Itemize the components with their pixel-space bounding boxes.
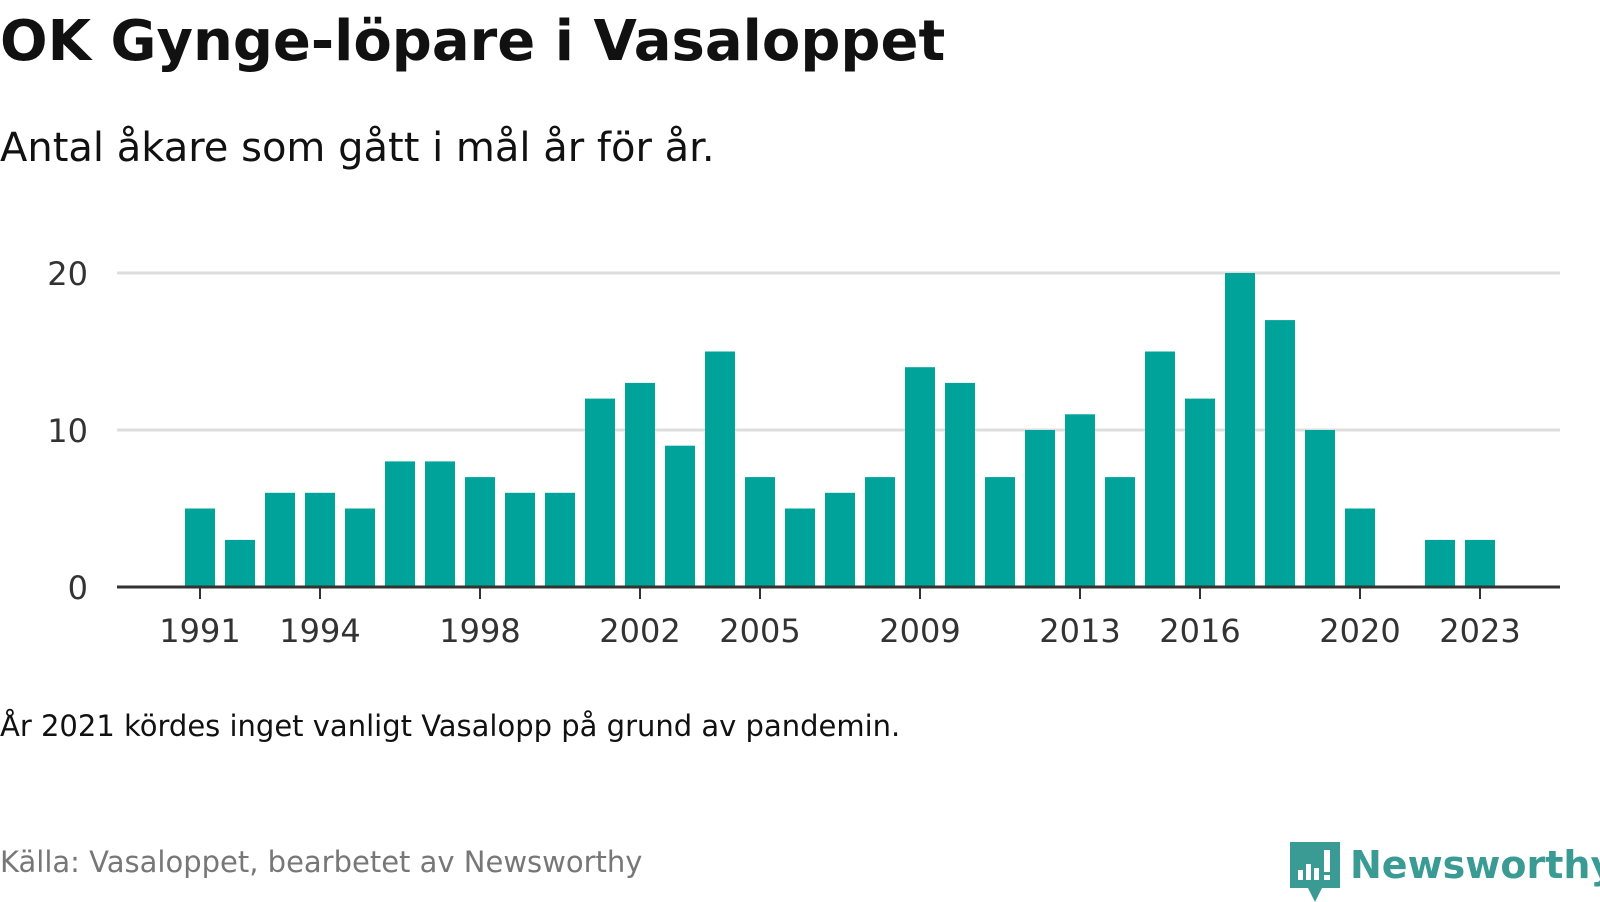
bar-2022 <box>1425 539 1455 587</box>
bar-1992 <box>225 539 255 587</box>
bar-2016 <box>1185 398 1215 587</box>
bar-2010 <box>945 382 975 587</box>
x-tick-label: 1991 <box>159 612 240 650</box>
chart-title: OK Gynge-löpare i Vasaloppet <box>0 9 946 74</box>
bar-2007 <box>825 492 855 587</box>
grid-lines <box>117 271 1560 432</box>
x-tick-label: 2013 <box>1039 612 1120 650</box>
bar-2015 <box>1145 351 1175 587</box>
logo-text: Newsworthy <box>1350 843 1600 887</box>
bar-2003 <box>665 445 695 587</box>
newsworthy-logo: Newsworthy <box>1290 842 1600 902</box>
bar-1997 <box>425 461 455 587</box>
bar-chart: 0 10 20 1991 1994 1998 2002 2005 2009 2013 2016 202… <box>47 255 1560 650</box>
bar-1994 <box>305 492 335 587</box>
newsworthy-bar-chart-icon <box>1290 842 1340 902</box>
bar-1998 <box>465 477 495 587</box>
bar-2011 <box>985 477 1015 587</box>
x-tick-label: 2023 <box>1439 612 1520 650</box>
bar-2017 <box>1225 273 1255 587</box>
bar-2018 <box>1265 320 1295 587</box>
x-tick-label: 2005 <box>719 612 800 650</box>
x-tick-label: 2016 <box>1159 612 1240 650</box>
bar-2013 <box>1065 414 1095 587</box>
bar-2019 <box>1305 430 1335 587</box>
bar-2006 <box>785 508 815 587</box>
y-tick-label: 20 <box>47 255 88 293</box>
x-tick-label: 1994 <box>279 612 360 650</box>
bar-1991 <box>185 508 215 587</box>
bar-1993 <box>265 492 295 587</box>
tick-labels: 0 10 20 1991 1994 1998 2002 2005 2009 2013 2016 202… <box>47 255 1520 650</box>
x-tick-label: 2002 <box>599 612 680 650</box>
bars <box>185 273 1495 587</box>
x-tick-label: 1998 <box>439 612 520 650</box>
chart-note: År 2021 kördes inget vanligt Vasalopp på… <box>0 709 901 743</box>
axes <box>117 585 1560 599</box>
bar-2020 <box>1345 508 1375 587</box>
bar-2023 <box>1465 539 1495 587</box>
x-tick-label: 2009 <box>879 612 960 650</box>
source-credit: Källa: Vasaloppet, bearbetet av Newswort… <box>0 845 643 879</box>
chart-subtitle: Antal åkare som gått i mål år för år. <box>0 125 715 171</box>
bar-2014 <box>1105 477 1135 587</box>
bar-1996 <box>385 461 415 587</box>
bar-1999 <box>505 492 535 587</box>
bar-2001 <box>585 398 615 587</box>
bar-2004 <box>705 351 735 587</box>
bar-2000 <box>545 492 575 587</box>
bar-1995 <box>345 508 375 587</box>
bar-2002 <box>625 382 655 587</box>
bar-2005 <box>745 477 775 587</box>
x-tick-label: 2020 <box>1319 612 1400 650</box>
y-tick-label: 0 <box>68 569 88 607</box>
bar-2012 <box>1025 430 1055 587</box>
bar-2009 <box>905 367 935 587</box>
bar-2008 <box>865 477 895 587</box>
y-tick-label: 10 <box>47 412 88 450</box>
